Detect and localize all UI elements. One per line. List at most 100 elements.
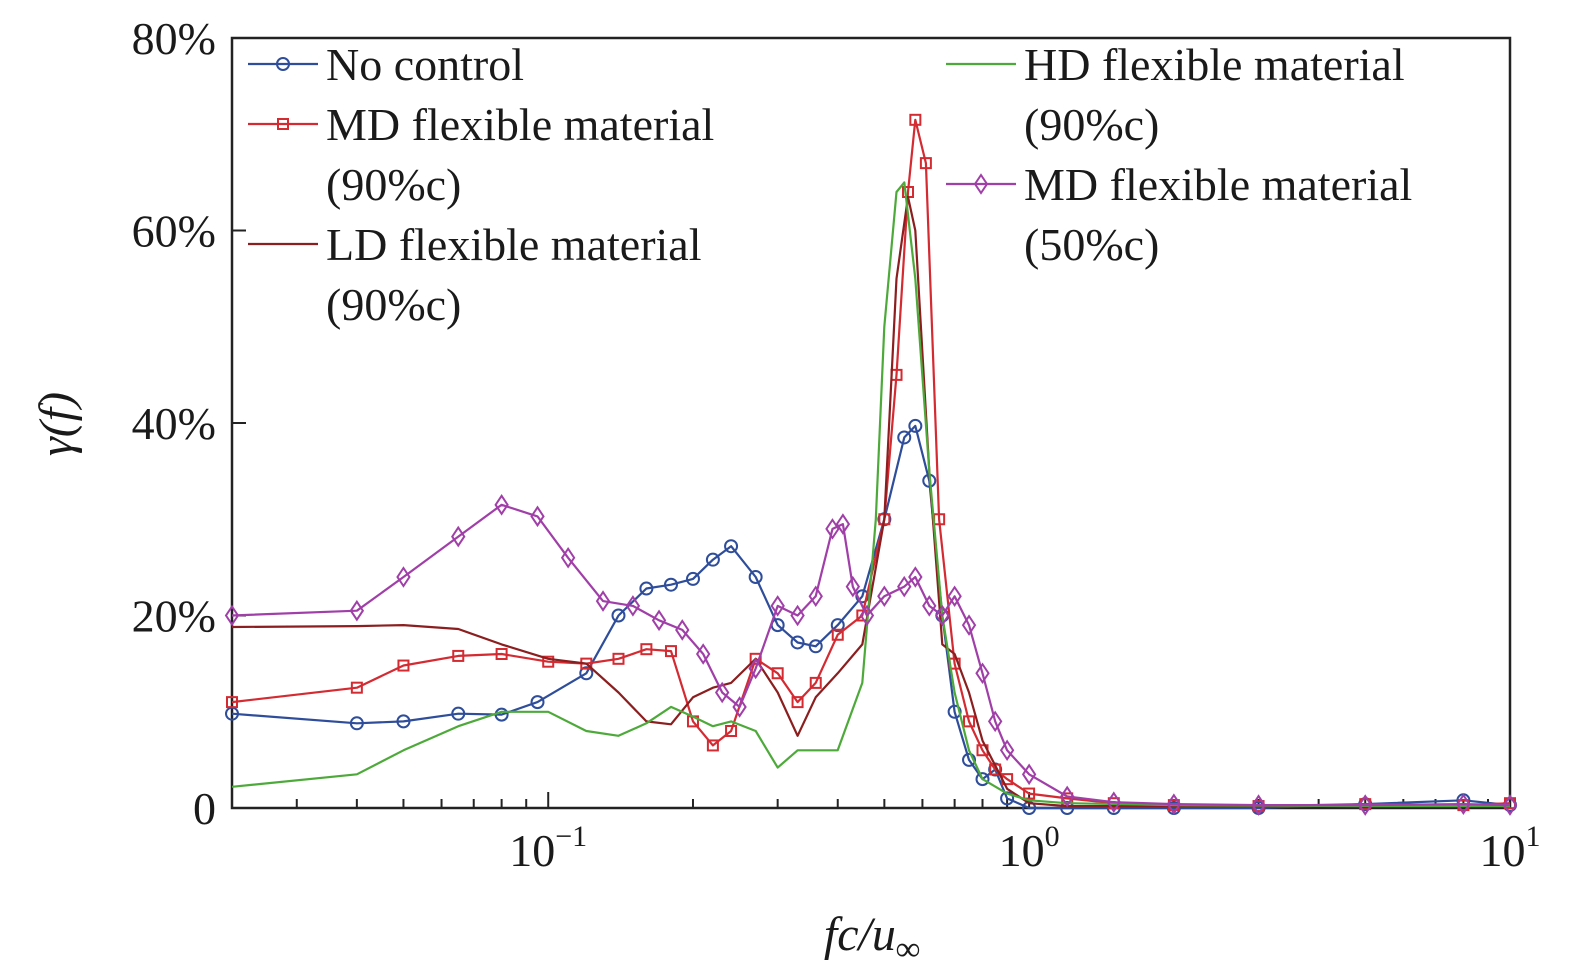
- series-4: [231, 181, 1510, 808]
- data-point: [877, 585, 892, 608]
- data-point: [725, 725, 738, 737]
- legend-entry: MD flexible material (90%c): [248, 99, 714, 210]
- data-point: [770, 595, 785, 617]
- data-point: [835, 513, 851, 535]
- data-point: [640, 643, 653, 656]
- data-point: [685, 571, 700, 586]
- legend-label: MD flexible material: [1024, 159, 1412, 210]
- series-layer: [224, 113, 1518, 816]
- data-point: [1023, 787, 1036, 800]
- y-tick-label: 80%: [132, 13, 216, 64]
- data-point: [922, 595, 937, 617]
- legend-entry: MD flexible material (50%c): [946, 159, 1412, 270]
- data-point: [651, 609, 667, 632]
- data-point: [975, 662, 990, 685]
- data-point: [612, 652, 625, 665]
- data-point: [859, 604, 875, 627]
- data-point: [973, 173, 989, 195]
- data-point: [845, 575, 861, 598]
- data-point: [908, 566, 923, 588]
- series-line: [231, 503, 1511, 807]
- legend-label: (90%c): [1024, 99, 1159, 150]
- y-tick-label: 20%: [132, 591, 216, 642]
- data-point: [999, 739, 1015, 762]
- data-point: [1166, 793, 1182, 815]
- data-point: [962, 752, 977, 767]
- legend-entry: LD flexible material (90%c): [248, 219, 702, 330]
- data-point: [396, 714, 411, 729]
- data-point: [830, 618, 845, 633]
- data-point: [908, 418, 923, 433]
- data-point: [560, 546, 576, 569]
- data-point: [749, 652, 762, 665]
- plot-frame: [230, 36, 1512, 810]
- y-tick-label: 40%: [132, 398, 216, 449]
- data-point: [748, 657, 763, 680]
- y-tick-label: 0: [193, 783, 216, 834]
- data-point: [808, 639, 823, 654]
- data-point: [625, 595, 641, 617]
- data-point: [226, 696, 238, 709]
- legend-label: (90%c): [326, 159, 461, 210]
- data-point: [706, 739, 719, 752]
- legend-label: HD flexible material: [1024, 39, 1405, 90]
- data-point: [909, 113, 922, 126]
- data-point: [1358, 794, 1373, 816]
- data-point: [963, 715, 976, 728]
- data-point: [947, 585, 962, 608]
- data-point: [987, 710, 1003, 733]
- legend-entry: HD flexible material (90%c): [946, 39, 1405, 150]
- data-point: [790, 604, 805, 627]
- data-point: [1456, 793, 1471, 815]
- y-axis-label: γ(f): [30, 392, 83, 456]
- data-point: [611, 608, 626, 623]
- data-point: [639, 581, 654, 596]
- data-point: [595, 590, 611, 612]
- data-point: [494, 494, 509, 516]
- y-tick-label: 60%: [132, 206, 216, 257]
- series-line: [231, 424, 1511, 810]
- data-point: [947, 704, 962, 719]
- data-point: [350, 681, 363, 694]
- data-point: [771, 667, 784, 680]
- data-point: [224, 604, 240, 627]
- data-point: [1059, 785, 1075, 808]
- y-axis: 0 20% 40% 60% 80%: [132, 13, 246, 834]
- legend-label: No control: [326, 39, 524, 90]
- data-point: [530, 505, 545, 528]
- data-point: [695, 643, 711, 665]
- series-5: [224, 494, 1518, 816]
- data-point: [808, 585, 823, 608]
- data-point: [790, 635, 805, 650]
- series-3: [231, 195, 1510, 808]
- data-point: [748, 570, 763, 584]
- x-axis-label: fc/u∞: [824, 908, 920, 968]
- data-point: [1021, 763, 1037, 786]
- data-point: [961, 614, 977, 636]
- data-point: [397, 659, 410, 672]
- x-tick-label: 100: [999, 820, 1060, 876]
- data-point: [495, 648, 508, 660]
- series-line: [231, 181, 1510, 808]
- data-point: [277, 118, 289, 130]
- data-point: [664, 645, 677, 658]
- data-point: [1251, 794, 1266, 816]
- data-point: [714, 681, 730, 704]
- legend-label: LD flexible material: [326, 219, 702, 270]
- data-point: [831, 628, 844, 641]
- data-point: [1502, 794, 1518, 816]
- data-point: [530, 695, 545, 710]
- data-point: [897, 430, 912, 445]
- data-point: [451, 706, 466, 721]
- data-point: [1106, 791, 1121, 814]
- data-point: [935, 604, 950, 627]
- x-tick-label: 101: [1480, 820, 1541, 876]
- data-point: [349, 599, 365, 622]
- series-line: [231, 195, 1510, 808]
- data-point: [396, 566, 411, 588]
- data-point: [663, 577, 678, 592]
- data-point: [919, 157, 932, 170]
- data-point: [349, 716, 364, 731]
